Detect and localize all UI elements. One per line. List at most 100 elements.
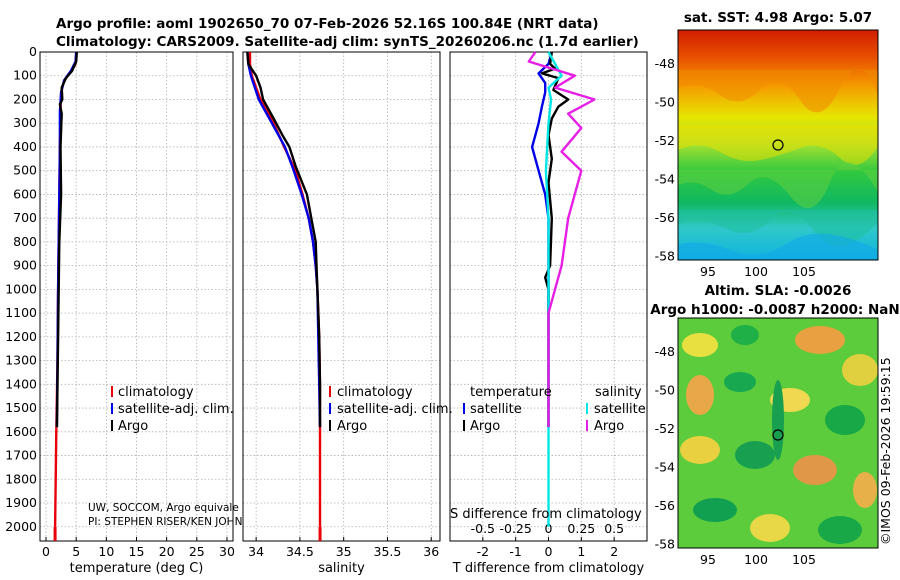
depth-tick-labels: 0 100 200 300 400 500 600 700 800 900 1000 1100 1200… [5, 44, 37, 534]
sst-lat-tick-labels: -48 -50 -52 -54 -56 -58 [655, 56, 675, 264]
sst-map-title: sat. SST: 4.98 Argo: 5.07 [684, 10, 872, 26]
sla-map-title-1: Altim. SLA: -0.0026 [705, 283, 852, 299]
x-tick-label: 0 [545, 544, 553, 559]
temperature-axes-frame [39, 51, 234, 542]
series-line-salinity-argo [527, 51, 596, 428]
legend-satellite-swatch [329, 403, 331, 414]
depth-tick-label: 600 [13, 186, 37, 201]
x-tick-label: 1 [577, 544, 585, 559]
legend-climatology-label: climatology [118, 385, 194, 400]
series-line-argo [55, 51, 78, 428]
lat-tick-label: -54 [655, 172, 675, 187]
legend-climatology-label: climatology [337, 385, 413, 400]
s-difference-label: S difference from climatology [450, 507, 642, 522]
temperature-tick-labels: 0 5 10 15 20 25 30 [42, 544, 235, 559]
depth-tick-label: 200 [13, 91, 37, 106]
sst-map-frame [677, 29, 879, 261]
series-line-satellite-adj-clim- [246, 51, 322, 428]
salinity-panel: 34 34.5 35 35.5 36 salinity climatology sate… [242, 51, 453, 576]
salinity-axes-frame [242, 51, 441, 542]
legend-sal-argo-label: Argo [594, 419, 624, 434]
sst-map-panel: sat. SST: 4.98 Argo: 5.07 -48 -50 -52 -54 -5… [655, 10, 879, 279]
x-tick-label: 20 [159, 544, 175, 559]
x-tick-label: 35 [336, 544, 352, 559]
legend-salinity-heading: salinity [595, 385, 642, 400]
x-tick-label: 34.5 [286, 544, 314, 559]
sla-texture [680, 325, 878, 544]
title-line-1: Argo profile: aoml 1902650_70 07-Feb-202… [56, 16, 599, 32]
x-tick-label: 25 [189, 544, 205, 559]
depth-tick-label: 1200 [5, 329, 37, 344]
depth-tick-label: 1500 [5, 400, 37, 415]
t-difference-x-label: T difference from climatology [452, 561, 645, 576]
lat-tick-label: -50 [655, 95, 675, 110]
x-tick-label: 10 [98, 544, 114, 559]
depth-tick-label: 400 [13, 139, 37, 154]
depth-tick-label: 1300 [5, 353, 37, 368]
legend-satellite-label: satellite-adj. clim. [118, 402, 234, 417]
legend-argo-swatch [329, 420, 331, 431]
x-tick-label: 0 [42, 544, 50, 559]
depth-tick-label: 0 [29, 44, 37, 59]
t-difference-tick-labels: -2 -1 0 1 2 [477, 544, 619, 559]
salinity-legend: climatology satellite-adj. clim. Argo [329, 385, 453, 434]
info-line-2: PI: STEPHEN RISER/KEN JOHN [88, 516, 242, 528]
depth-tick-label: 500 [13, 163, 37, 178]
legend-argo-label: Argo [337, 419, 367, 434]
sst-texture [678, 68, 878, 260]
depth-tick-label: 1800 [5, 471, 37, 486]
lat-tick-label: -54 [655, 460, 675, 475]
depth-tick-label: 300 [13, 115, 37, 130]
depth-tick-label: 1700 [5, 448, 37, 463]
s-diff-tick-label: -0.25 [499, 521, 531, 536]
lat-tick-label: -56 [655, 498, 675, 513]
temperature-grid [40, 51, 233, 541]
legend-argo-swatch [111, 420, 113, 431]
legend-sal-satellite-swatch [586, 403, 588, 414]
x-tick-label: -2 [477, 544, 489, 559]
depth-tick-label: 700 [13, 210, 37, 225]
lat-tick-label: -48 [655, 56, 675, 71]
salinity-tick-labels: 34 34.5 35 35.5 36 [248, 544, 439, 559]
s-diff-tick-label: 0.25 [567, 521, 595, 536]
depth-tick-label: 1400 [5, 376, 37, 391]
lon-tick-label: 100 [744, 264, 768, 279]
s-difference-tick-labels: -0.5 -0.25 0 0.25 0.5 [471, 521, 624, 536]
legend-sal-satellite-label: satellite [594, 402, 646, 417]
legend-temperature-heading: temperature [470, 385, 552, 400]
x-tick-label: 36 [423, 544, 439, 559]
legend-temp-argo-swatch [463, 420, 465, 431]
lat-tick-label: -58 [655, 249, 675, 264]
depth-tick-label: 2000 [5, 519, 37, 534]
difference-panel: -2 -1 0 1 2 -0.5 -0.25 0 0.25 0.5 S difference f… [449, 51, 648, 576]
legend-argo-label: Argo [118, 419, 148, 434]
x-tick-label: 34 [248, 544, 264, 559]
temperature-x-label: temperature (deg C) [70, 561, 204, 576]
lat-tick-label: -48 [655, 344, 675, 359]
x-tick-label: 15 [129, 544, 145, 559]
legend-climatology-swatch [111, 386, 113, 397]
sla-map-title-2: Argo h1000: -0.0087 h2000: NaN [650, 302, 899, 318]
depth-tick-label: 100 [13, 68, 37, 83]
x-tick-label: 30 [219, 544, 235, 559]
legend-temp-argo-label: Argo [470, 419, 500, 434]
lat-tick-label: -58 [655, 537, 675, 552]
s-diff-tick-label: 0 [545, 521, 553, 536]
lat-tick-label: -52 [655, 133, 675, 148]
difference-profiles [527, 51, 596, 527]
salinity-x-label: salinity [318, 561, 365, 576]
temperature-legend: climatology satellite-adj. clim. Argo [111, 385, 234, 434]
temperature-profiles [53, 51, 78, 541]
depth-tick-label: 1100 [5, 305, 37, 320]
lon-tick-label: 95 [700, 552, 716, 567]
legend-satellite-label: satellite-adj. clim. [337, 402, 453, 417]
legend-sal-argo-swatch [586, 420, 588, 431]
temperature-panel: 0100200300400500600700800900100011001200… [5, 44, 242, 576]
sla-map-panel: Altim. SLA: -0.0026 Argo h1000: -0.0087 … [650, 283, 899, 567]
legend-temp-satellite-swatch [463, 403, 465, 414]
lon-tick-label: 105 [792, 264, 816, 279]
legend-climatology-swatch [329, 386, 331, 397]
lat-tick-label: -52 [655, 421, 675, 436]
salinity-profiles [246, 51, 322, 541]
